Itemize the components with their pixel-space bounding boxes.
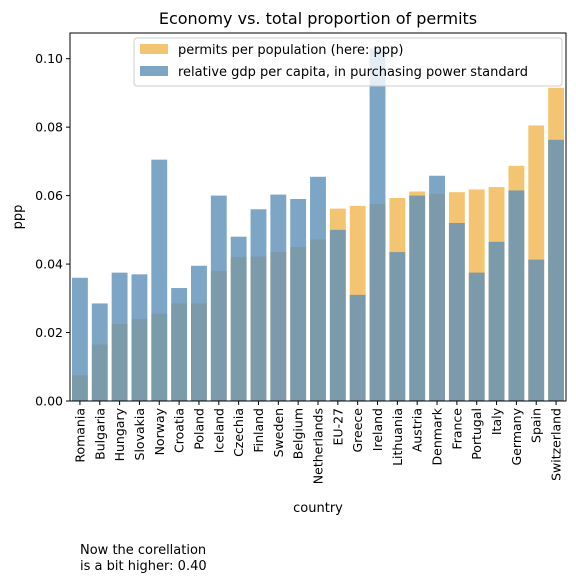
x-tick-label-spain: Spain [529,408,544,443]
x-tick-label-austria: Austria [410,408,425,452]
correlation-note: Now the corellation is a bit higher: 0.4… [80,543,207,574]
legend-label-gdp: relative gdp per capita, in purchasing p… [178,65,528,80]
bar-gdp-hungary [111,272,128,401]
y-tick-label: 0.06 [35,188,63,203]
x-tick-label-iceland: Iceland [211,408,226,453]
bar-gdp-bulgaria [91,303,108,401]
x-tick-label-portugal: Portugal [469,408,484,460]
y-tick-label: 0.00 [35,394,63,409]
x-tick-label-netherlands: Netherlands [311,408,326,484]
y-tick-label: 0.04 [35,257,63,272]
bar-gdp-austria [409,195,426,401]
bars-group [71,48,565,402]
bar-gdp-finland [250,209,267,401]
bar-gdp-ireland [369,48,386,402]
x-tick-label-lithuania: Lithuania [390,408,405,466]
x-tick-label-norway: Norway [152,407,167,455]
x-tick-label-croatia: Croatia [172,408,187,453]
x-axis-label: country [293,501,343,516]
x-tick-label-ireland: Ireland [370,408,385,451]
bar-gdp-iceland [210,195,227,401]
x-tick-label-eu-27: EU-27 [330,408,345,445]
bar-gdp-spain [528,259,545,401]
y-tick-label: 0.10 [35,51,63,66]
bar-gdp-lithuania [389,252,406,401]
bar-gdp-belgium [290,199,307,401]
bar-gdp-eu-27 [329,229,346,401]
y-tick-label: 0.08 [35,120,63,135]
bar-gdp-germany [508,190,525,401]
bar-gdp-romania [71,277,88,401]
bar-gdp-norway [151,159,168,401]
bar-gdp-france [448,222,465,401]
x-tick-label-denmark: Denmark [430,407,445,465]
bar-gdp-netherlands [310,176,326,401]
x-axis: Romania Bulgaria Hungary Slovakia Norway Croa… [72,401,564,484]
legend-label-permits: permits per population (here: ppp) [178,43,403,58]
x-tick-label-germany: Germany [509,407,524,465]
legend-frame [133,37,563,87]
legend-swatch-gdp [140,66,168,76]
x-tick-label-belgium: Belgium [291,408,306,459]
y-axis: 0.00 0.02 0.04 0.06 0.08 0.10 [35,51,70,409]
x-tick-label-hungary: Hungary [112,407,127,461]
plot-frame [69,32,567,402]
y-axis-label: ppp [11,205,26,230]
x-tick-label-sweden: Sweden [271,408,286,457]
x-tick-label-bulgaria: Bulgaria [92,408,107,460]
x-tick-label-france: France [449,408,464,450]
y-tick-label: 0.02 [35,325,63,340]
bar-gdp-denmark [429,175,445,401]
bar-gdp-croatia [171,288,188,401]
bar-gdp-poland [191,265,207,401]
x-tick-label-greece: Greece [350,408,365,453]
bar-gdp-greece [349,294,366,401]
legend-swatch-permits [140,44,168,54]
bar-gdp-sweden [270,194,287,401]
x-tick-label-finland: Finland [251,408,266,453]
bar-gdp-czechia [230,236,247,401]
chart-title: Economy vs. total proportion of permits [159,9,477,28]
legend: permits per population (here: ppp) relat… [133,37,563,87]
x-tick-label-czechia: Czechia [231,408,246,457]
bar-gdp-switzerland [548,139,565,401]
bar-gdp-portugal [468,272,485,401]
x-tick-label-romania: Romania [72,408,87,463]
bar-gdp-slovakia [131,274,148,401]
x-tick-label-slovakia: Slovakia [132,408,147,460]
bar-gdp-italy [488,241,505,401]
x-tick-label-italy: Italy [489,407,504,435]
x-tick-label-switzerland: Switzerland [549,408,564,481]
x-tick-label-poland: Poland [191,408,206,450]
